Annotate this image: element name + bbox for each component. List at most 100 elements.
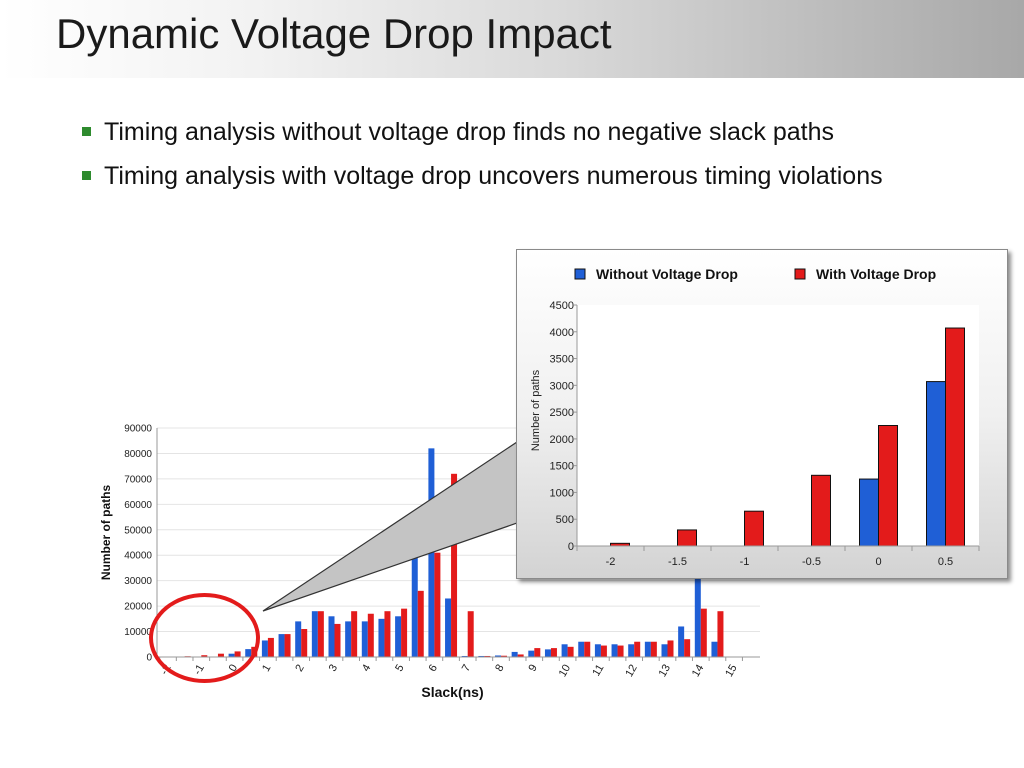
x-tick-label: -1 [740, 556, 750, 568]
y-tick-label: 1500 [550, 461, 574, 473]
x-tick-label: 15 [723, 663, 740, 680]
bar [395, 616, 402, 657]
bar [634, 641, 641, 657]
bar [445, 598, 452, 657]
bar [417, 590, 424, 657]
x-tick-label: 10 [557, 663, 574, 680]
y-tick-label: 500 [556, 514, 574, 526]
bar [367, 613, 374, 657]
x-tick-label: 14 [690, 663, 707, 680]
x-tick-label: 11 [590, 663, 606, 679]
bar [677, 529, 697, 547]
bar [484, 655, 491, 657]
bar [495, 655, 501, 657]
bar [517, 654, 524, 657]
bar [478, 655, 485, 657]
bar [267, 637, 274, 657]
bar [261, 640, 268, 657]
square-bullet-icon [82, 127, 91, 136]
bar [351, 611, 358, 657]
y-tick-label: 1000 [550, 487, 574, 499]
x-tick-label: 1 [260, 663, 273, 674]
bar [694, 550, 701, 657]
bar [345, 621, 352, 657]
bar [859, 478, 879, 547]
bar [334, 623, 341, 657]
x-tick-label: 12 [623, 663, 640, 680]
y-axis-title: Number of paths [530, 369, 542, 451]
bar [684, 639, 691, 657]
legend-swatch [574, 268, 586, 280]
x-tick-label: 0 [875, 556, 881, 568]
bar [644, 641, 651, 657]
y-tick-label: 4000 [550, 327, 574, 339]
bar [278, 634, 285, 657]
bar [317, 611, 324, 657]
x-tick-label: -0.5 [802, 556, 821, 568]
x-tick-label: -1.5 [668, 556, 687, 568]
bar [461, 655, 468, 657]
bar [544, 649, 551, 657]
bar [611, 644, 618, 657]
bar [384, 611, 391, 657]
bar [711, 641, 718, 657]
x-tick-label: 13 [657, 663, 674, 680]
y-tick-label: 10000 [124, 627, 152, 638]
y-tick-label: 30000 [124, 576, 152, 587]
y-tick-label: 2000 [550, 434, 574, 446]
plot-area [577, 305, 979, 546]
x-tick-label: -2 [606, 556, 616, 568]
bar [661, 644, 668, 657]
x-axis-title: Slack(ns) [421, 684, 483, 700]
square-bullet-icon [82, 171, 91, 180]
x-tick-label: 5 [393, 663, 406, 674]
y-tick-label: 0 [146, 653, 152, 664]
bar [511, 651, 518, 657]
x-tick-label: 4 [360, 663, 373, 674]
bar [378, 618, 385, 657]
y-tick-label: 20000 [124, 602, 152, 613]
x-tick-label: 2 [293, 663, 306, 674]
bar [945, 327, 965, 547]
y-tick-label: 0 [568, 541, 574, 553]
bar [584, 641, 591, 657]
bar [301, 629, 308, 657]
bar [295, 621, 302, 657]
x-tick-label: 6 [427, 663, 440, 674]
y-tick-label: 90000 [124, 424, 152, 435]
bar [401, 608, 408, 657]
y-tick-label: 2500 [550, 407, 574, 419]
bar [561, 644, 568, 657]
y-tick-label: 3000 [550, 380, 574, 392]
bar [617, 645, 624, 657]
bar [567, 646, 574, 657]
bar [328, 616, 335, 657]
bullet-list: Timing analysis without voltage drop fin… [82, 114, 883, 202]
bar [700, 608, 707, 657]
y-tick-label: 70000 [124, 474, 152, 485]
bar [926, 381, 946, 547]
bar [717, 611, 724, 657]
bar [451, 473, 458, 657]
y-tick-label: 60000 [124, 500, 152, 511]
bar [744, 510, 764, 547]
negative-slack-highlight-circle [149, 593, 260, 683]
y-tick-label: 80000 [124, 449, 152, 460]
legend-swatch [794, 268, 806, 280]
bar [600, 645, 607, 657]
bar [411, 545, 418, 657]
title-bar: Dynamic Voltage Drop Impact [0, 0, 1024, 78]
x-tick-label: 8 [493, 663, 506, 674]
bullet-item: Timing analysis with voltage drop uncove… [82, 158, 883, 202]
bar [878, 425, 898, 547]
legend-label: With Voltage Drop [816, 266, 936, 282]
legend-label: Without Voltage Drop [596, 266, 738, 282]
x-tick-label: 0.5 [938, 556, 953, 568]
bar [650, 641, 657, 657]
inset-histogram-chart: 0 500 1000 1500 2000 2500 3000 3500 4000 4500 -2 -1… [530, 266, 980, 568]
zoom-inset-panel: 0 500 1000 1500 2000 2500 3000 3500 4000 4500 -2 -1… [516, 249, 1008, 579]
bullet-text: Timing analysis with voltage drop uncove… [104, 162, 883, 190]
zoom-callout-wedge [262, 438, 521, 612]
bar [811, 474, 831, 547]
y-tick-label: 50000 [124, 525, 152, 536]
